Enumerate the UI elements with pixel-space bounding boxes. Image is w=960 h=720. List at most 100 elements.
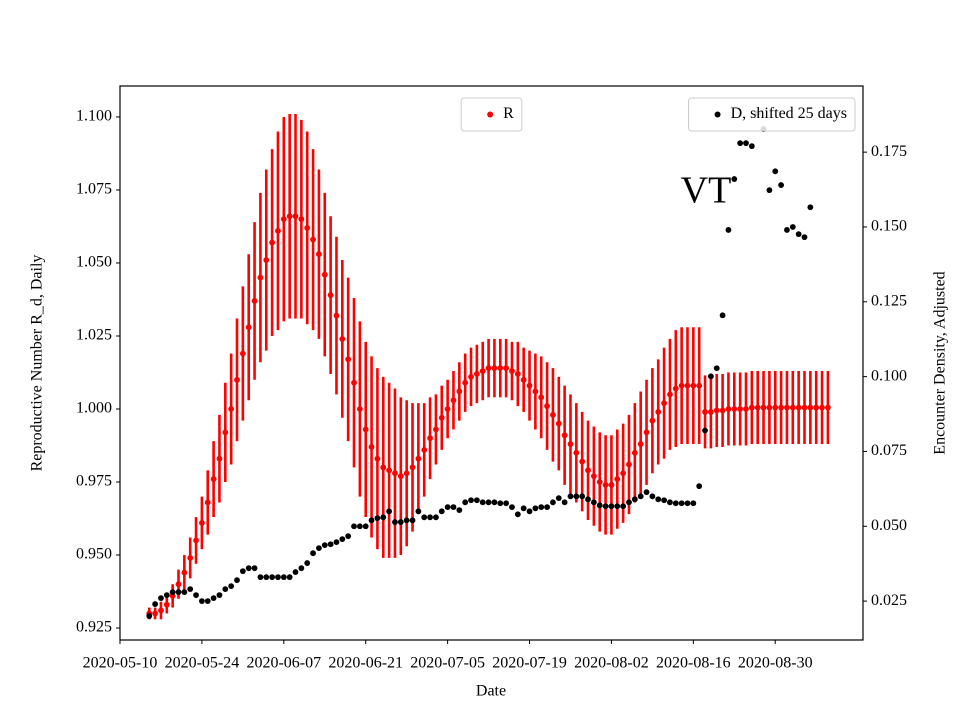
point bbox=[380, 514, 387, 521]
point bbox=[228, 406, 235, 412]
point bbox=[678, 382, 685, 389]
point bbox=[298, 216, 305, 223]
point bbox=[222, 586, 229, 593]
point bbox=[356, 406, 363, 412]
point bbox=[801, 404, 808, 411]
point bbox=[766, 187, 773, 194]
point bbox=[702, 409, 708, 415]
point bbox=[374, 515, 381, 522]
legend-marker bbox=[487, 111, 494, 118]
legend: D, shifted 25 days bbox=[688, 97, 856, 132]
point bbox=[316, 545, 322, 552]
point bbox=[234, 376, 240, 383]
point bbox=[585, 467, 591, 474]
point bbox=[573, 449, 580, 456]
point bbox=[538, 504, 545, 511]
point bbox=[503, 500, 510, 507]
point bbox=[327, 292, 334, 299]
point bbox=[368, 517, 375, 524]
point bbox=[550, 499, 556, 506]
point bbox=[485, 499, 492, 506]
point bbox=[737, 140, 744, 147]
point bbox=[438, 414, 445, 421]
point bbox=[158, 595, 164, 601]
point bbox=[199, 519, 205, 526]
point bbox=[819, 404, 825, 411]
point bbox=[269, 239, 276, 246]
point bbox=[234, 577, 240, 584]
point bbox=[614, 503, 621, 510]
point bbox=[748, 404, 755, 411]
point bbox=[626, 461, 632, 468]
point bbox=[333, 539, 340, 546]
point bbox=[280, 574, 287, 581]
point bbox=[468, 497, 474, 504]
point bbox=[807, 404, 814, 411]
point bbox=[397, 473, 404, 480]
point bbox=[567, 493, 574, 500]
plot-frame bbox=[119, 85, 864, 641]
point bbox=[187, 586, 194, 593]
point bbox=[561, 499, 568, 506]
point bbox=[187, 555, 194, 561]
point bbox=[602, 503, 609, 510]
point bbox=[444, 406, 451, 412]
point bbox=[280, 216, 287, 223]
point bbox=[146, 613, 153, 619]
point bbox=[473, 497, 480, 504]
point bbox=[807, 204, 814, 211]
legend-label: R bbox=[503, 105, 514, 122]
point bbox=[485, 365, 492, 372]
x-tick-label: 2020-08-16 bbox=[656, 655, 731, 672]
point bbox=[667, 499, 673, 506]
point bbox=[304, 225, 311, 231]
point bbox=[356, 523, 363, 530]
point bbox=[251, 565, 258, 572]
point bbox=[222, 429, 229, 436]
point bbox=[602, 482, 609, 488]
y-tick-label: 1.000 bbox=[76, 400, 112, 417]
point bbox=[649, 417, 656, 424]
point bbox=[754, 404, 761, 411]
point bbox=[450, 397, 457, 404]
point bbox=[631, 449, 638, 456]
point bbox=[228, 583, 235, 590]
x-tick-label: 2020-05-10 bbox=[83, 655, 158, 672]
point bbox=[696, 382, 703, 389]
point bbox=[152, 601, 159, 607]
point bbox=[555, 495, 562, 502]
point bbox=[275, 574, 281, 581]
point bbox=[696, 483, 703, 490]
point bbox=[579, 458, 586, 465]
point bbox=[415, 455, 422, 462]
point bbox=[380, 464, 387, 471]
point bbox=[263, 257, 270, 263]
point bbox=[707, 409, 714, 415]
point bbox=[544, 403, 550, 409]
point bbox=[766, 404, 773, 411]
point bbox=[690, 500, 697, 507]
point bbox=[421, 446, 428, 453]
point bbox=[795, 231, 802, 238]
point bbox=[392, 519, 398, 525]
point bbox=[678, 500, 685, 507]
point bbox=[462, 379, 469, 386]
point bbox=[672, 500, 679, 507]
point bbox=[427, 435, 433, 442]
legend-label: D, shifted 25 days bbox=[731, 105, 847, 122]
legend-marker bbox=[714, 111, 721, 118]
y-tick-label: 0.925 bbox=[76, 619, 112, 636]
point bbox=[216, 592, 223, 599]
point bbox=[421, 514, 428, 521]
y2-tick-label: 0.150 bbox=[871, 218, 907, 235]
point bbox=[509, 368, 515, 374]
point bbox=[491, 365, 498, 372]
point bbox=[544, 504, 550, 511]
point bbox=[392, 470, 398, 477]
point bbox=[386, 508, 393, 515]
x-tick-label: 2020-08-30 bbox=[738, 655, 813, 672]
point bbox=[362, 523, 369, 530]
point bbox=[473, 371, 480, 377]
point bbox=[690, 382, 697, 389]
point bbox=[719, 312, 726, 319]
